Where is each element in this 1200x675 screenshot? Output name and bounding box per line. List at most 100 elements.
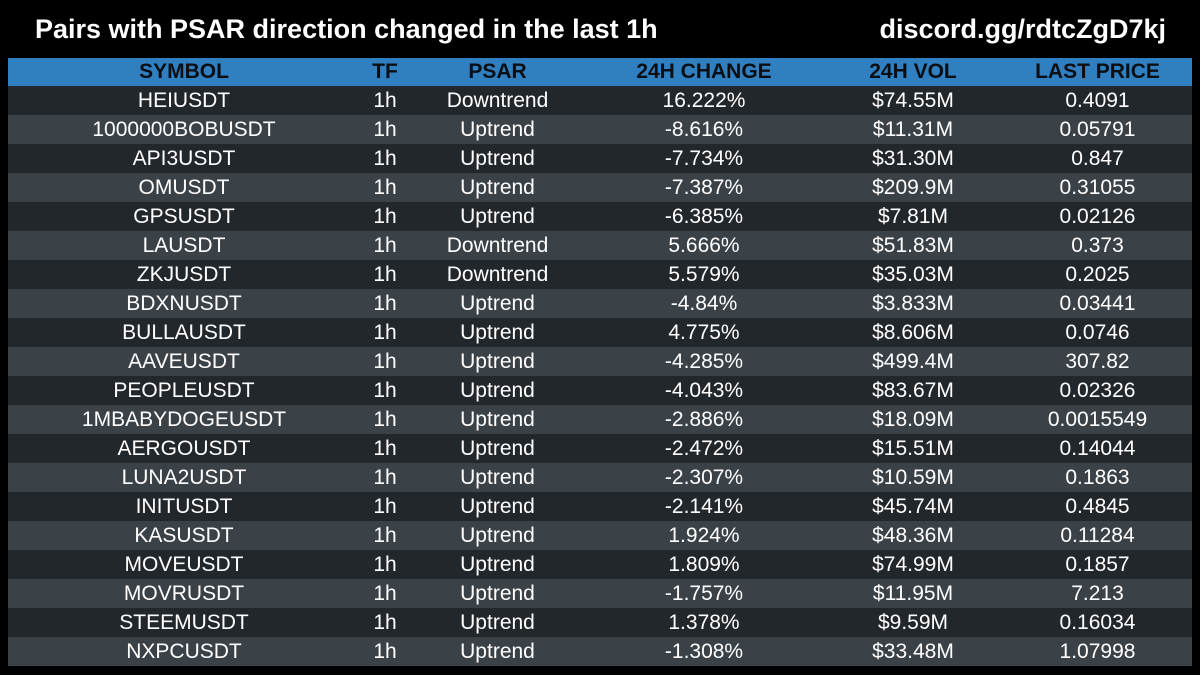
tf-cell: 1h — [360, 86, 410, 115]
symbol-cell: API3USDT — [8, 144, 360, 173]
price-cell: 0.16034 — [1003, 608, 1192, 637]
tf-cell: 1h — [360, 492, 410, 521]
change-cell: 1.809% — [585, 550, 823, 579]
column-header-symbol: SYMBOL — [8, 58, 360, 86]
symbol-cell: GPSUSDT — [8, 202, 360, 231]
price-cell: 0.14044 — [1003, 434, 1192, 463]
symbol-cell: ZKJUSDT — [8, 260, 360, 289]
psar-cell: Downtrend — [410, 260, 585, 289]
volume-cell: $48.36M — [823, 521, 1003, 550]
psar-cell: Uptrend — [410, 492, 585, 521]
psar-cell: Downtrend — [410, 86, 585, 115]
psar-cell: Uptrend — [410, 202, 585, 231]
column-header-last-price: LAST PRICE — [1003, 58, 1192, 86]
volume-cell: $499.4M — [823, 347, 1003, 376]
volume-cell: $209.9M — [823, 173, 1003, 202]
table-row: 1000000BOBUSDT 1h Uptrend -8.616% $11.31M 0.0… — [8, 115, 1192, 144]
volume-cell: $35.03M — [823, 260, 1003, 289]
price-cell: 7.213 — [1003, 579, 1192, 608]
discord-invite-link[interactable]: discord.gg/rdtcZgD7kj — [879, 14, 1166, 44]
psar-cell: Uptrend — [410, 289, 585, 318]
price-cell: 0.05791 — [1003, 115, 1192, 144]
price-cell: 0.4845 — [1003, 492, 1192, 521]
table-row: INITUSDT 1h Uptrend -2.141% $45.74M 0.4845 — [8, 492, 1192, 521]
table-row: BULLAUSDT 1h Uptrend 4.775% $8.606M 0.0746 — [8, 318, 1192, 347]
volume-cell: $11.31M — [823, 115, 1003, 144]
symbol-cell: 1MBABYDOGEUSDT — [8, 405, 360, 434]
change-cell: -2.472% — [585, 434, 823, 463]
change-cell: -6.385% — [585, 202, 823, 231]
change-cell: -2.886% — [585, 405, 823, 434]
price-cell: 0.4091 — [1003, 86, 1192, 115]
change-cell: 16.222% — [585, 86, 823, 115]
symbol-cell: AAVEUSDT — [8, 347, 360, 376]
price-cell: 0.0746 — [1003, 318, 1192, 347]
symbol-cell: HEIUSDT — [8, 86, 360, 115]
page-title: Pairs with PSAR direction changed in the… — [35, 14, 658, 44]
psar-cell: Uptrend — [410, 115, 585, 144]
volume-cell: $74.55M — [823, 86, 1003, 115]
change-cell: 5.579% — [585, 260, 823, 289]
symbol-cell: MOVEUSDT — [8, 550, 360, 579]
tf-cell: 1h — [360, 231, 410, 260]
change-cell: 1.924% — [585, 521, 823, 550]
table-row: OMUSDT 1h Uptrend -7.387% $209.9M 0.31055 — [8, 173, 1192, 202]
tf-cell: 1h — [360, 144, 410, 173]
price-cell: 0.2025 — [1003, 260, 1192, 289]
volume-cell: $11.95M — [823, 579, 1003, 608]
table-header: SYMBOL TF PSAR 24H CHANGE 24H VOL LAST P… — [8, 58, 1192, 86]
volume-cell: $9.59M — [823, 608, 1003, 637]
tf-cell: 1h — [360, 202, 410, 231]
price-cell: 0.02126 — [1003, 202, 1192, 231]
psar-cell: Uptrend — [410, 521, 585, 550]
tf-cell: 1h — [360, 173, 410, 202]
tf-cell: 1h — [360, 289, 410, 318]
table-row: AAVEUSDT 1h Uptrend -4.285% $499.4M 307.82 — [8, 347, 1192, 376]
table-header-row: SYMBOL TF PSAR 24H CHANGE 24H VOL LAST P… — [8, 58, 1192, 86]
change-cell: -2.141% — [585, 492, 823, 521]
table-row: GPSUSDT 1h Uptrend -6.385% $7.81M 0.02126 — [8, 202, 1192, 231]
volume-cell: $7.81M — [823, 202, 1003, 231]
volume-cell: $33.48M — [823, 637, 1003, 666]
price-cell: 0.03441 — [1003, 289, 1192, 318]
table-row: PEOPLEUSDT 1h Uptrend -4.043% $83.67M 0.02326 — [8, 376, 1192, 405]
price-cell: 307.82 — [1003, 347, 1192, 376]
table-row: LUNA2USDT 1h Uptrend -2.307% $10.59M 0.1863 — [8, 463, 1192, 492]
change-cell: 1.378% — [585, 608, 823, 637]
psar-cell: Uptrend — [410, 318, 585, 347]
symbol-cell: MOVRUSDT — [8, 579, 360, 608]
symbol-cell: 1000000BOBUSDT — [8, 115, 360, 144]
psar-cell: Uptrend — [410, 550, 585, 579]
change-cell: -4.285% — [585, 347, 823, 376]
price-cell: 0.1863 — [1003, 463, 1192, 492]
symbol-cell: AERGOUSDT — [8, 434, 360, 463]
price-cell: 0.373 — [1003, 231, 1192, 260]
tf-cell: 1h — [360, 260, 410, 289]
tf-cell: 1h — [360, 579, 410, 608]
symbol-cell: PEOPLEUSDT — [8, 376, 360, 405]
symbol-cell: INITUSDT — [8, 492, 360, 521]
volume-cell: $8.606M — [823, 318, 1003, 347]
tf-cell: 1h — [360, 637, 410, 666]
table-body: HEIUSDT 1h Downtrend 16.222% $74.55M 0.4091 10… — [8, 86, 1192, 666]
table-row: MOVEUSDT 1h Uptrend 1.809% $74.99M 0.1857 — [8, 550, 1192, 579]
price-cell: 0.31055 — [1003, 173, 1192, 202]
psar-cell: Uptrend — [410, 434, 585, 463]
symbol-cell: LUNA2USDT — [8, 463, 360, 492]
volume-cell: $3.833M — [823, 289, 1003, 318]
symbol-cell: LAUSDT — [8, 231, 360, 260]
change-cell: -8.616% — [585, 115, 823, 144]
volume-cell: $83.67M — [823, 376, 1003, 405]
psar-pairs-table: SYMBOL TF PSAR 24H CHANGE 24H VOL LAST P… — [8, 58, 1192, 666]
tf-cell: 1h — [360, 347, 410, 376]
table-row: STEEMUSDT 1h Uptrend 1.378% $9.59M 0.16034 — [8, 608, 1192, 637]
table-row: BDXNUSDT 1h Uptrend -4.84% $3.833M 0.03441 — [8, 289, 1192, 318]
volume-cell: $15.51M — [823, 434, 1003, 463]
change-cell: -4.84% — [585, 289, 823, 318]
psar-cell: Uptrend — [410, 608, 585, 637]
table-row: MOVRUSDT 1h Uptrend -1.757% $11.95M 7.213 — [8, 579, 1192, 608]
change-cell: -7.387% — [585, 173, 823, 202]
change-cell: 4.775% — [585, 318, 823, 347]
column-header-24h-vol: 24H VOL — [823, 58, 1003, 86]
change-cell: -2.307% — [585, 463, 823, 492]
